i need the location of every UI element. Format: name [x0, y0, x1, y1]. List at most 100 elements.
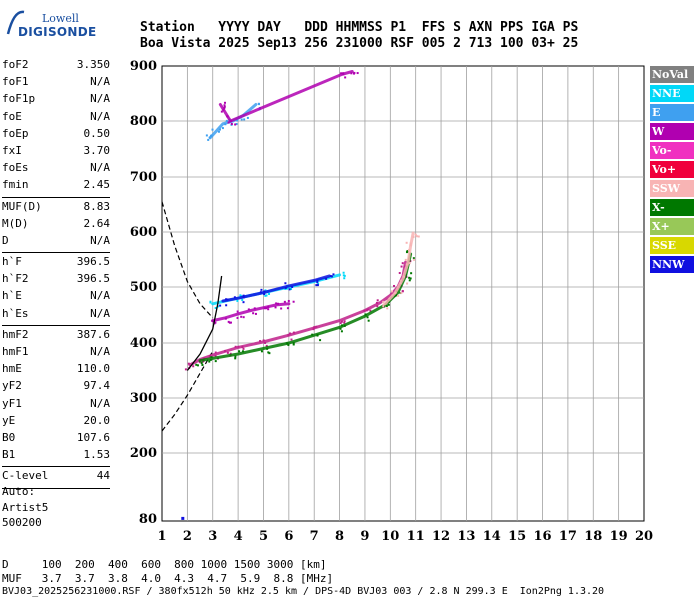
param-name: foEp [2, 126, 29, 140]
isolated-point [181, 516, 185, 520]
x-tick-label: 11 [407, 529, 425, 544]
x-tick-label: 16 [533, 529, 551, 544]
param-name: foEs [2, 161, 29, 175]
param-name: MUF(D) [2, 199, 42, 213]
data-point [243, 118, 246, 121]
param-row: foE N/A [2, 110, 110, 127]
data-point [252, 312, 255, 315]
y-tick-label: 400 [130, 336, 157, 351]
data-point [263, 307, 266, 310]
data-point [211, 128, 214, 131]
data-point [224, 317, 227, 320]
footer-muf-row: MUF 3.7 3.7 3.8 4.0 4.3 4.7 5.9 8.8 [MHz… [2, 572, 334, 585]
data-point [393, 284, 396, 287]
data-point [233, 296, 236, 299]
data-point [268, 292, 271, 295]
data-point [264, 289, 267, 292]
legend-item-nne: NNE [650, 85, 694, 102]
x-tick-label: 14 [483, 529, 501, 544]
data-point [234, 345, 237, 348]
data-point [401, 262, 404, 265]
param-row: fmin 2.45 [2, 178, 110, 195]
data-point [382, 300, 385, 303]
x-tick-label: 13 [457, 529, 475, 544]
param-row: foF2 3.350 [2, 58, 110, 75]
param-row: hmF2 387.6 [2, 328, 110, 345]
data-point [339, 322, 342, 325]
data-point [367, 308, 370, 311]
data-point [234, 123, 237, 126]
param-value: N/A [90, 161, 110, 175]
data-point [286, 287, 289, 290]
data-point [375, 301, 378, 304]
param-row: foF1 N/A [2, 75, 110, 92]
data-point [217, 130, 220, 133]
data-point [316, 281, 319, 284]
data-point [260, 288, 263, 291]
data-point [246, 116, 249, 119]
x-tick-label: 5 [259, 529, 268, 544]
data-point [207, 138, 210, 141]
x-tick-label: 6 [284, 529, 293, 544]
data-point [234, 355, 237, 358]
data-point [393, 294, 396, 297]
data-point [403, 275, 406, 278]
param-value: 97.4 [83, 379, 111, 393]
data-point [319, 339, 322, 342]
x-tick-label: 18 [584, 529, 602, 544]
data-point [350, 72, 353, 75]
param-name: B1 [2, 448, 16, 462]
data-point [236, 299, 239, 302]
data-point [223, 105, 226, 108]
scaled-parameters-panel: foF2 3.350 foF1 N/A foF1p N/A foE N/A foEp 0.50 fx… [2, 58, 110, 491]
trace-line [188, 260, 408, 367]
param-value: 387.6 [76, 327, 110, 341]
param-value: N/A [90, 396, 110, 410]
data-point [253, 307, 256, 310]
data-point [224, 349, 227, 352]
param-value: 110.0 [76, 362, 110, 376]
data-point [229, 321, 232, 324]
data-point [226, 351, 229, 354]
data-point [417, 235, 420, 238]
data-point [398, 272, 401, 275]
legend-item-vo: Vo+ [650, 161, 694, 178]
data-point [325, 277, 328, 280]
data-point [340, 72, 343, 75]
data-point [352, 72, 355, 75]
data-point [376, 299, 379, 302]
param-name: h`F2 [2, 272, 29, 286]
data-point [341, 324, 344, 327]
param-value: 3.70 [83, 143, 111, 157]
data-point [275, 302, 278, 305]
data-point [410, 272, 413, 275]
param-value: N/A [90, 109, 110, 123]
param-value: 107.6 [76, 430, 110, 444]
data-point [287, 343, 290, 346]
x-tick-label: 4 [234, 529, 243, 544]
y-tick-label: 900 [130, 59, 157, 74]
data-point [242, 296, 245, 299]
param-value: N/A [90, 92, 110, 106]
muf-curve [161, 201, 214, 319]
data-point [208, 355, 211, 358]
param-separator [2, 324, 110, 326]
param-value: N/A [90, 233, 110, 247]
data-point [408, 276, 411, 279]
data-point [313, 326, 316, 329]
x-tick-label: 17 [559, 529, 577, 544]
data-point [409, 244, 412, 247]
data-point [184, 368, 187, 371]
digisonde-logo: Lowell DIGISONDE [4, 6, 96, 44]
param-row: D N/A [2, 234, 110, 251]
x-tick-label: 2 [183, 529, 192, 544]
trace-line [198, 252, 413, 363]
data-point [342, 72, 345, 75]
param-name: B0 [2, 430, 16, 444]
data-point [292, 342, 295, 345]
data-point [223, 104, 226, 107]
data-point [242, 350, 245, 353]
param-name: foF1p [2, 92, 36, 106]
legend-item-ssw: SSW [650, 180, 694, 197]
data-point [413, 258, 416, 261]
